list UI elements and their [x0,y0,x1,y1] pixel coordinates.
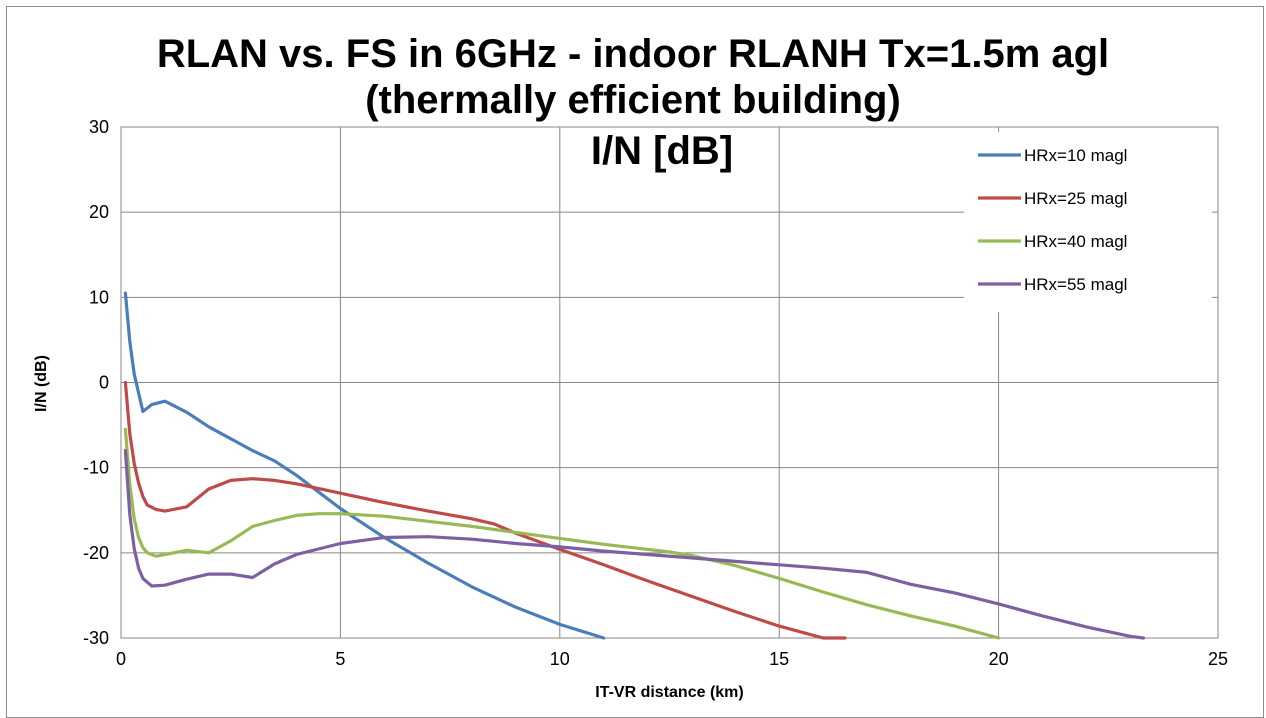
chart-title-line-3: I/N [dB] [590,129,734,173]
series-line-2 [123,380,847,640]
series-group [123,291,1146,640]
legend-label-2: HRx=25 magl [1024,189,1127,208]
legend-label-1: HRx=10 magl [1024,146,1127,165]
series-line-3 [123,427,1001,640]
y-tick-label: -20 [83,543,109,563]
legend-label-3: HRx=40 magl [1024,232,1127,251]
legend [964,132,1212,312]
chart-frame [6,6,1264,718]
series-line-4 [123,449,1146,640]
x-tick-label: 5 [335,649,345,669]
y-tick-label: 10 [89,287,109,307]
x-tick-label: 10 [550,649,570,669]
x-tick-label: 25 [1208,649,1228,669]
legend-entries: HRx=10 magl HRx=25 magl HRx=40 magl HRx=55 … [978,146,1127,294]
x-axis-label: IT-VR distance (km) [595,684,743,701]
tick-labels: -30 -20 -10 0 10 20 30 0 5 10 15 20 25 [83,117,1228,669]
x-tick-label: 0 [116,649,126,669]
y-tick-label: 0 [99,373,109,393]
x-tick-label: 20 [989,649,1009,669]
y-tick-label: 20 [89,202,109,222]
y-tick-label: -10 [83,458,109,478]
y-axis-label: I/N (dB) [33,355,50,412]
legend-background [964,132,1212,312]
y-tick-label: -30 [83,628,109,648]
chart-title-line-2: (thermally efficient building) [365,78,901,122]
series-line-1 [123,291,606,640]
chart-title-line-1: RLAN vs. FS in 6GHz - indoor RLANH Tx=1.… [156,32,1110,76]
y-tick-label: 30 [89,117,109,137]
plot-area [120,126,1219,639]
legend-label-4: HRx=55 magl [1024,275,1127,294]
x-tick-label: 15 [769,649,789,669]
